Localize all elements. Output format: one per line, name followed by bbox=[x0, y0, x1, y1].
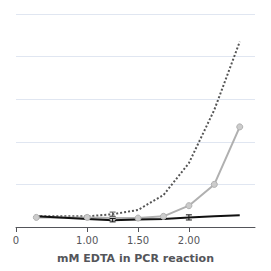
svg-text:0: 0 bbox=[13, 235, 19, 246]
svg-text:mM EDTA in PCR reaction: mM EDTA in PCR reaction bbox=[57, 252, 214, 265]
svg-text:2.00: 2.00 bbox=[178, 235, 200, 246]
svg-text:1.00: 1.00 bbox=[76, 235, 98, 246]
svg-text:1.50: 1.50 bbox=[127, 235, 149, 246]
